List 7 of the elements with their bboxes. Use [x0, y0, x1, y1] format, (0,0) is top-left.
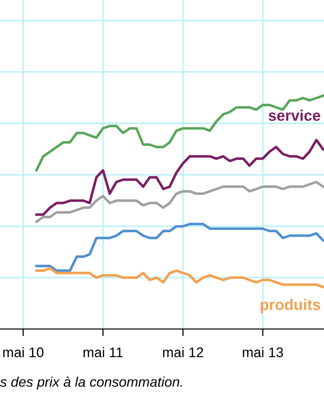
x-tick-label: mai 12 [163, 347, 204, 358]
x-tick-label: mai 13 [242, 347, 284, 358]
text: s des prix à la consommation. [0, 376, 182, 390]
x-tick-label: mai 10 [3, 347, 44, 358]
x-tick-label: mai 11 [84, 347, 123, 358]
annotation: service [268, 110, 320, 121]
annotation: produits [260, 298, 320, 314]
